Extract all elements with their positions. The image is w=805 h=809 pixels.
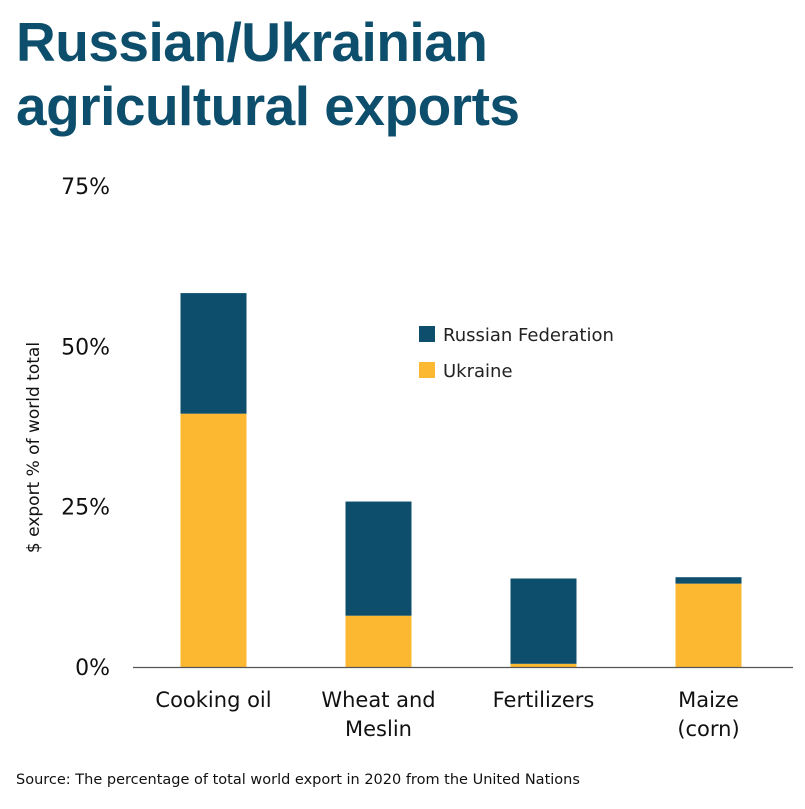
x-tick-label: Fertilizers [493, 688, 595, 712]
bar-russian-federation [675, 577, 742, 584]
y-tick-label: 50% [61, 335, 110, 360]
x-tick-label: Cooking oil [155, 688, 271, 712]
bar-ukraine [180, 413, 247, 667]
x-tick-label: Wheat and Meslin [321, 688, 435, 741]
x-axis-labels: Cooking oil Wheat and Meslin Fertilizers Mai… [155, 688, 739, 741]
y-axis-label: $ export % of world total [24, 342, 44, 553]
legend: Russian Federation Ukraine [419, 325, 614, 382]
legend-swatch [419, 326, 435, 342]
y-tick-label: 0% [75, 656, 110, 681]
legend-swatch [419, 362, 435, 378]
y-axis-ticks: 0% 25% 50% 75% [61, 175, 110, 681]
bar-ukraine [675, 583, 742, 667]
y-tick-label: 25% [61, 496, 110, 521]
bar-russian-federation [345, 501, 412, 616]
bars [180, 293, 742, 667]
bar-ukraine [345, 615, 412, 667]
source-note: Source: The percentage of total world ex… [16, 772, 580, 788]
bar-russian-federation [180, 293, 247, 414]
legend-label: Russian Federation [443, 325, 614, 346]
bar-russian-federation [510, 578, 577, 664]
chart-title: Russian/Ukrainian agricultural exports [16, 11, 520, 137]
legend-label: Ukraine [443, 361, 513, 382]
bar-ukraine [510, 663, 577, 667]
y-tick-label: 75% [61, 175, 110, 200]
x-tick-label: Maize (corn) [677, 688, 739, 741]
